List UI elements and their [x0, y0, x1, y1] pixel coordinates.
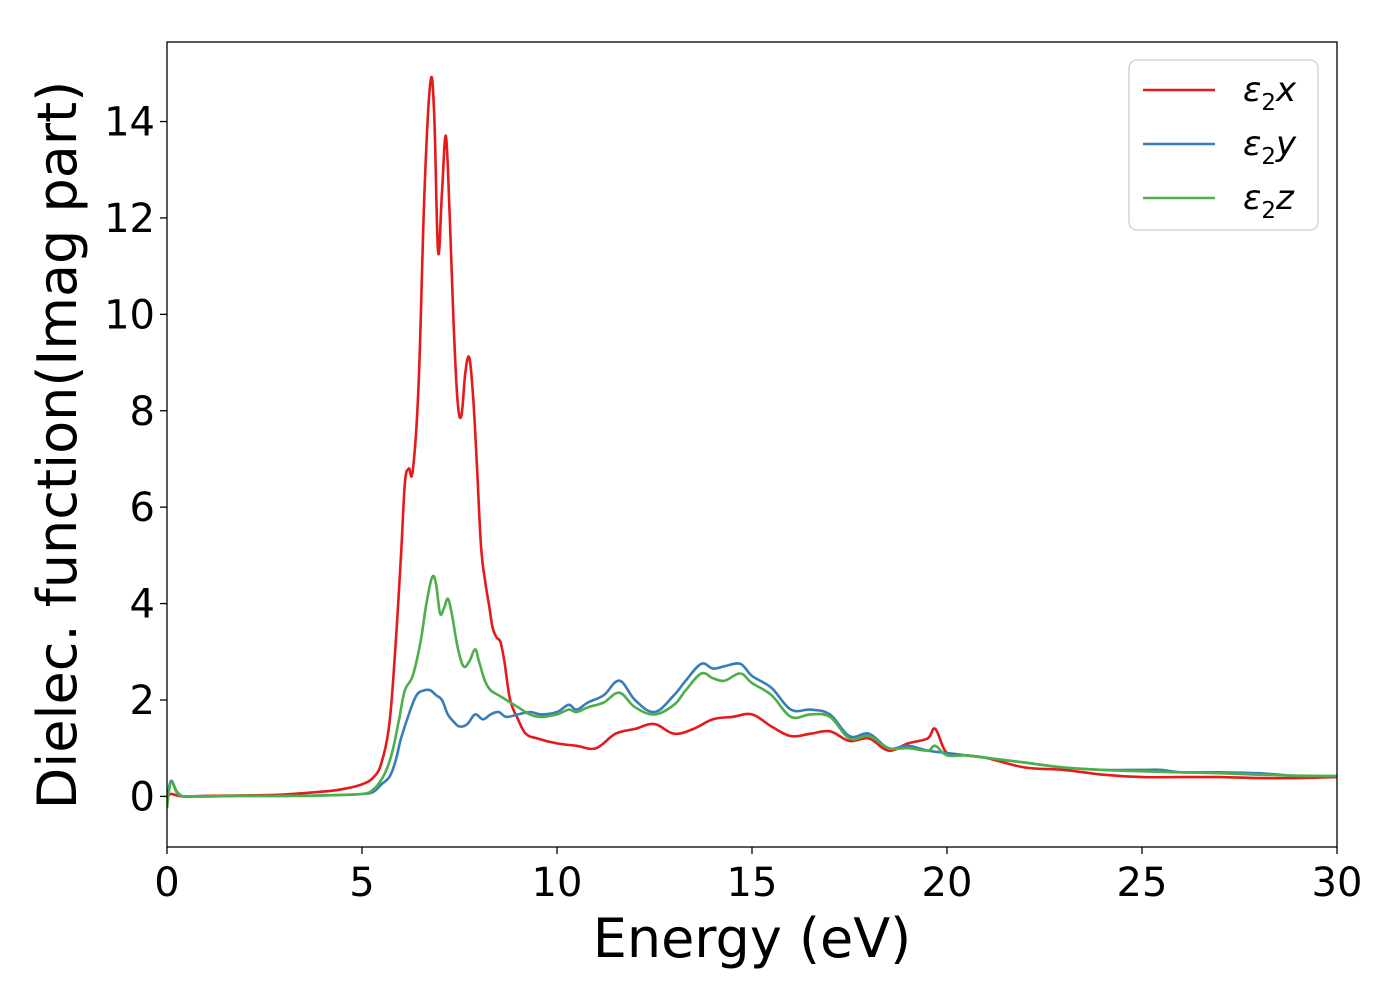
y-tick-label: 10	[104, 292, 155, 338]
legend: ε2x ε2y ε2z	[1128, 59, 1319, 231]
y-tick-label: 2	[130, 678, 155, 724]
x-tick-label: 10	[532, 860, 583, 906]
series-line-2	[167, 574, 1337, 809]
y-tick-label: 4	[130, 582, 155, 628]
x-tick-label: 5	[349, 860, 374, 906]
legend-label-0: ε2x	[1243, 70, 1297, 116]
x-tick-label: 30	[1312, 860, 1363, 906]
series-line-0	[167, 75, 1337, 798]
x-tick-label: 15	[727, 860, 778, 906]
y-axis-title: Dielec. function(Imag part)	[26, 81, 89, 810]
x-axis: 0 5 10 15 20 25 30	[154, 847, 1362, 906]
x-tick-label: 20	[922, 860, 973, 906]
x-tick-label: 0	[154, 860, 179, 906]
x-tick-label: 25	[1117, 860, 1168, 906]
y-tick-label: 0	[130, 774, 155, 820]
y-axis: 0 2 4 6 8 10 12 14	[104, 100, 167, 820]
legend-label-1: ε2y	[1243, 124, 1297, 170]
y-tick-label: 12	[104, 196, 155, 242]
y-tick-label: 6	[130, 485, 155, 531]
y-tick-label: 14	[104, 100, 155, 146]
y-tick-label: 8	[130, 389, 155, 435]
x-axis-title: Energy (eV)	[593, 907, 912, 970]
legend-label-2: ε2z	[1243, 178, 1295, 224]
series-layer	[167, 75, 1337, 809]
legend-box	[1128, 59, 1319, 231]
